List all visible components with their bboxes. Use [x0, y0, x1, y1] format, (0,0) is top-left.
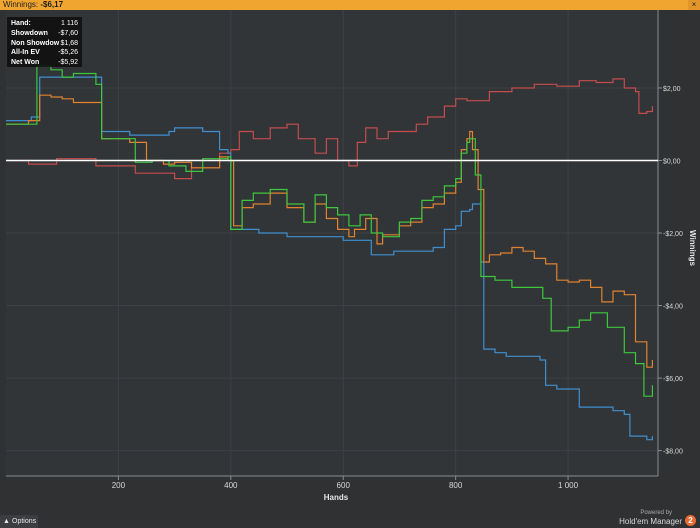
grid-layer: 200 400 600 800 1 000 $2,00 $0,00 -$2,00 -$4,00 -… — [6, 10, 683, 490]
tooltip-row: All-In EV -$5,26 — [7, 48, 82, 58]
y-axis-label: Winnings — [688, 230, 697, 266]
y-tick-label: -$8,00 — [663, 449, 683, 456]
winnings-chart: 200 400 600 800 1 000 $2,00 $0,00 -$2,00 -$4,00 -… — [6, 10, 697, 502]
tooltip-row: Non Showdow $1,68 — [7, 39, 82, 49]
x-tick-label: 1 000 — [558, 481, 579, 490]
tooltip-row: Showdown -$7,60 — [7, 29, 82, 39]
x-tick-label: 400 — [224, 481, 238, 490]
y-tick-label: -$6,00 — [663, 376, 683, 383]
tooltip-value: -$5,92 — [58, 59, 78, 67]
plot-background — [6, 10, 658, 476]
product-name: Hold'em Manager — [619, 517, 682, 526]
tooltip-value: $1,68 — [60, 39, 78, 47]
series-layer — [6, 65, 653, 441]
x-axis-label: Hands — [324, 493, 349, 502]
y-tick-label: $2,00 — [663, 86, 681, 93]
series-line-showdown — [6, 76, 653, 441]
tooltip-value: 1 116 — [61, 20, 78, 27]
options-label: Options — [12, 518, 37, 525]
close-icon[interactable]: × — [688, 0, 700, 10]
x-tick-label: 600 — [337, 481, 351, 490]
y-tick-label: -$2,00 — [663, 231, 683, 238]
tooltip-value: -$7,60 — [58, 29, 78, 37]
branding: Powered by Hold'em Manager 2 — [619, 510, 696, 528]
y-tick-label: $0,00 — [663, 158, 681, 165]
series-line-all-in-ev — [6, 94, 653, 368]
winnings-value: -$6,17 — [40, 0, 64, 9]
tooltip-label: All-In EV — [11, 49, 40, 57]
options-button[interactable]: ▲ Options — [0, 515, 38, 528]
tooltip-label: Net Won — [11, 59, 40, 67]
x-tick-label: 200 — [112, 481, 126, 490]
chevron-up-icon: ▲ — [3, 518, 10, 525]
series-line-net-won — [6, 65, 653, 397]
window-title: Winnings: -$6,17 — [3, 0, 63, 10]
tooltip-row: Net Won -$5,92 — [7, 58, 82, 68]
winnings-label: Winnings: — [3, 0, 39, 9]
tooltip-label: Non Showdow — [11, 39, 60, 47]
axis-labels: Hands Winnings — [324, 230, 697, 502]
y-tick-label: -$4,00 — [663, 304, 683, 311]
tooltip-value: -$5,26 — [58, 49, 78, 57]
tooltip-label: Showdown — [11, 29, 48, 37]
hover-tooltip: Hand: 1 116 Showdown -$7,60 Non Showdow $1,… — [7, 17, 82, 67]
tooltip-label: Hand: — [11, 20, 31, 27]
x-tick-label: 800 — [449, 481, 463, 490]
window-titlebar: Winnings: -$6,17 × — [0, 0, 700, 10]
powered-by-text: Powered by — [640, 510, 672, 516]
hm2-logo: 2 — [685, 515, 696, 526]
tooltip-row: Hand: 1 116 — [7, 19, 82, 29]
